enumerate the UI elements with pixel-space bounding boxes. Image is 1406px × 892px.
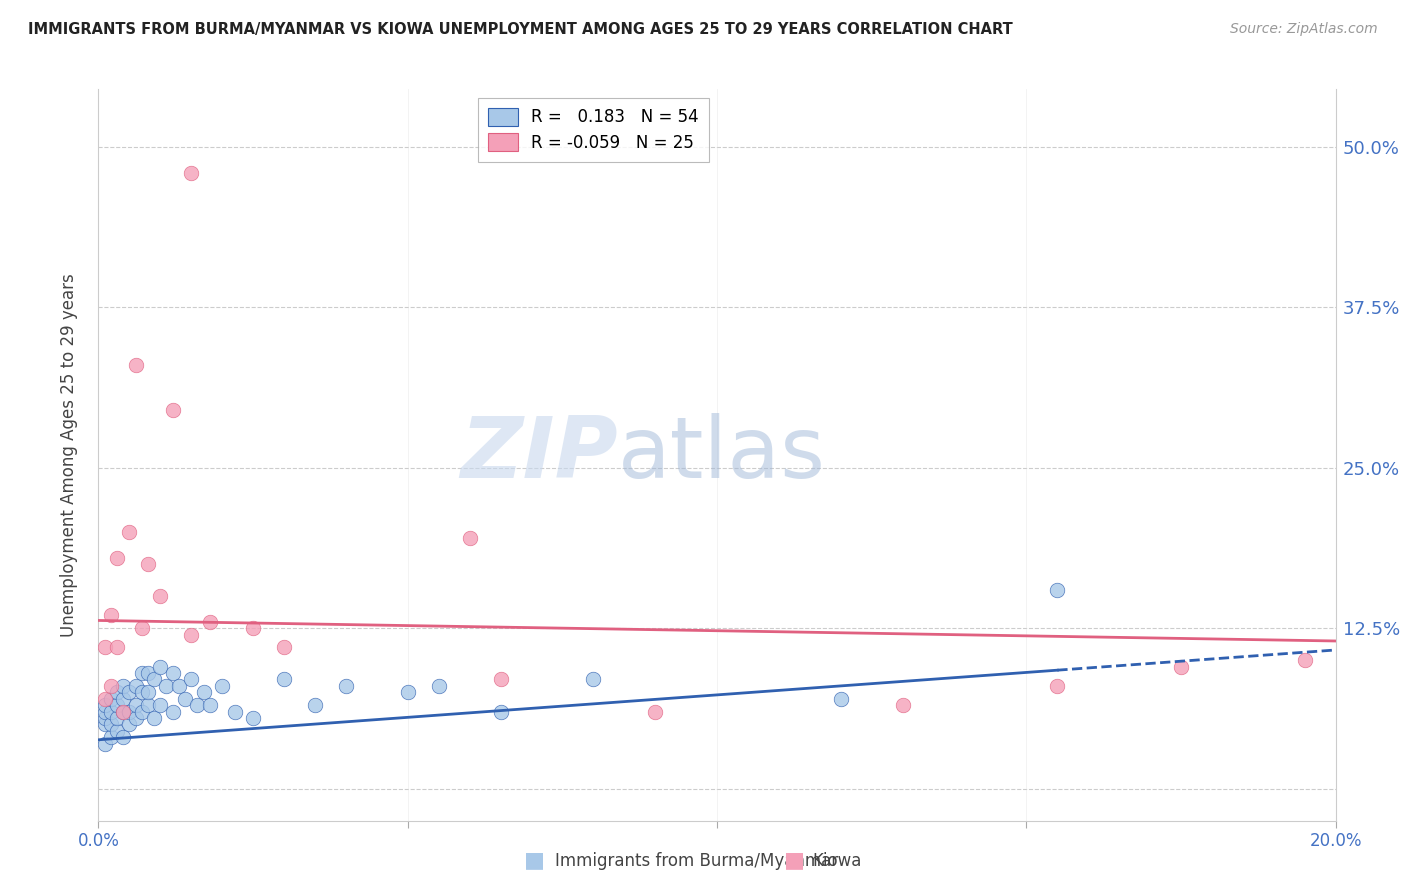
Point: [131, 685, 153, 699]
Point: [149, 698, 172, 713]
Point: [112, 679, 135, 693]
Text: Immigrants from Burma/Myanmar: Immigrants from Burma/Myanmar: [555, 852, 838, 870]
Point: [174, 691, 197, 706]
Point: [124, 358, 146, 372]
Point: [105, 685, 128, 699]
Point: [93, 711, 115, 725]
Point: [112, 705, 135, 719]
Point: [489, 673, 512, 687]
Point: [93, 737, 115, 751]
Point: [167, 679, 190, 693]
Point: [458, 532, 481, 546]
Point: [149, 659, 172, 673]
Text: ZIP: ZIP: [460, 413, 619, 497]
Point: [136, 666, 159, 681]
Point: [93, 717, 115, 731]
Point: [644, 705, 666, 719]
Point: [93, 640, 115, 655]
Point: [124, 679, 146, 693]
Point: [149, 589, 172, 603]
Point: [224, 705, 246, 719]
Point: [143, 673, 166, 687]
Point: [105, 711, 128, 725]
Point: [100, 730, 122, 744]
Point: [489, 705, 512, 719]
Point: [105, 550, 128, 565]
Text: Source: ZipAtlas.com: Source: ZipAtlas.com: [1230, 22, 1378, 37]
Point: [162, 403, 184, 417]
Y-axis label: Unemployment Among Ages 25 to 29 years: Unemployment Among Ages 25 to 29 years: [59, 273, 77, 637]
Point: [304, 698, 326, 713]
Point: [180, 166, 202, 180]
Point: [100, 705, 122, 719]
Point: [105, 698, 128, 713]
Point: [112, 691, 135, 706]
Point: [118, 705, 141, 719]
Point: [93, 705, 115, 719]
Point: [891, 698, 914, 713]
Point: [124, 698, 146, 713]
Point: [93, 691, 115, 706]
Point: [131, 621, 153, 635]
Point: [186, 698, 208, 713]
Point: [112, 705, 135, 719]
Point: [1046, 582, 1069, 597]
Point: [155, 679, 177, 693]
Text: ■: ■: [524, 850, 544, 870]
Point: [93, 698, 115, 713]
Text: atlas: atlas: [619, 413, 827, 497]
Point: [143, 711, 166, 725]
Point: [136, 557, 159, 571]
Point: [198, 615, 221, 629]
Point: [427, 679, 450, 693]
Point: [193, 685, 215, 699]
Text: ■: ■: [785, 850, 804, 870]
Point: [198, 698, 221, 713]
Legend: R =   0.183   N = 54, R = -0.059   N = 25: R = 0.183 N = 54, R = -0.059 N = 25: [478, 97, 709, 161]
Point: [180, 673, 202, 687]
Point: [100, 691, 122, 706]
Point: [162, 666, 184, 681]
Point: [105, 640, 128, 655]
Point: [1170, 659, 1192, 673]
Point: [582, 673, 605, 687]
Point: [830, 691, 852, 706]
Point: [335, 679, 357, 693]
Point: [136, 685, 159, 699]
Point: [1046, 679, 1069, 693]
Point: [100, 608, 122, 623]
Point: [118, 524, 141, 539]
Point: [396, 685, 419, 699]
Point: [100, 679, 122, 693]
Point: [124, 711, 146, 725]
Point: [118, 717, 141, 731]
Point: [162, 705, 184, 719]
Point: [136, 698, 159, 713]
Point: [1294, 653, 1316, 667]
Point: [242, 621, 264, 635]
Text: Kiowa: Kiowa: [813, 852, 862, 870]
Text: IMMIGRANTS FROM BURMA/MYANMAR VS KIOWA UNEMPLOYMENT AMONG AGES 25 TO 29 YEARS CO: IMMIGRANTS FROM BURMA/MYANMAR VS KIOWA U…: [28, 22, 1012, 37]
Point: [105, 723, 128, 738]
Point: [273, 640, 295, 655]
Point: [112, 730, 135, 744]
Point: [180, 627, 202, 641]
Point: [211, 679, 233, 693]
Point: [242, 711, 264, 725]
Point: [100, 717, 122, 731]
Point: [131, 705, 153, 719]
Point: [273, 673, 295, 687]
Point: [131, 666, 153, 681]
Point: [118, 685, 141, 699]
